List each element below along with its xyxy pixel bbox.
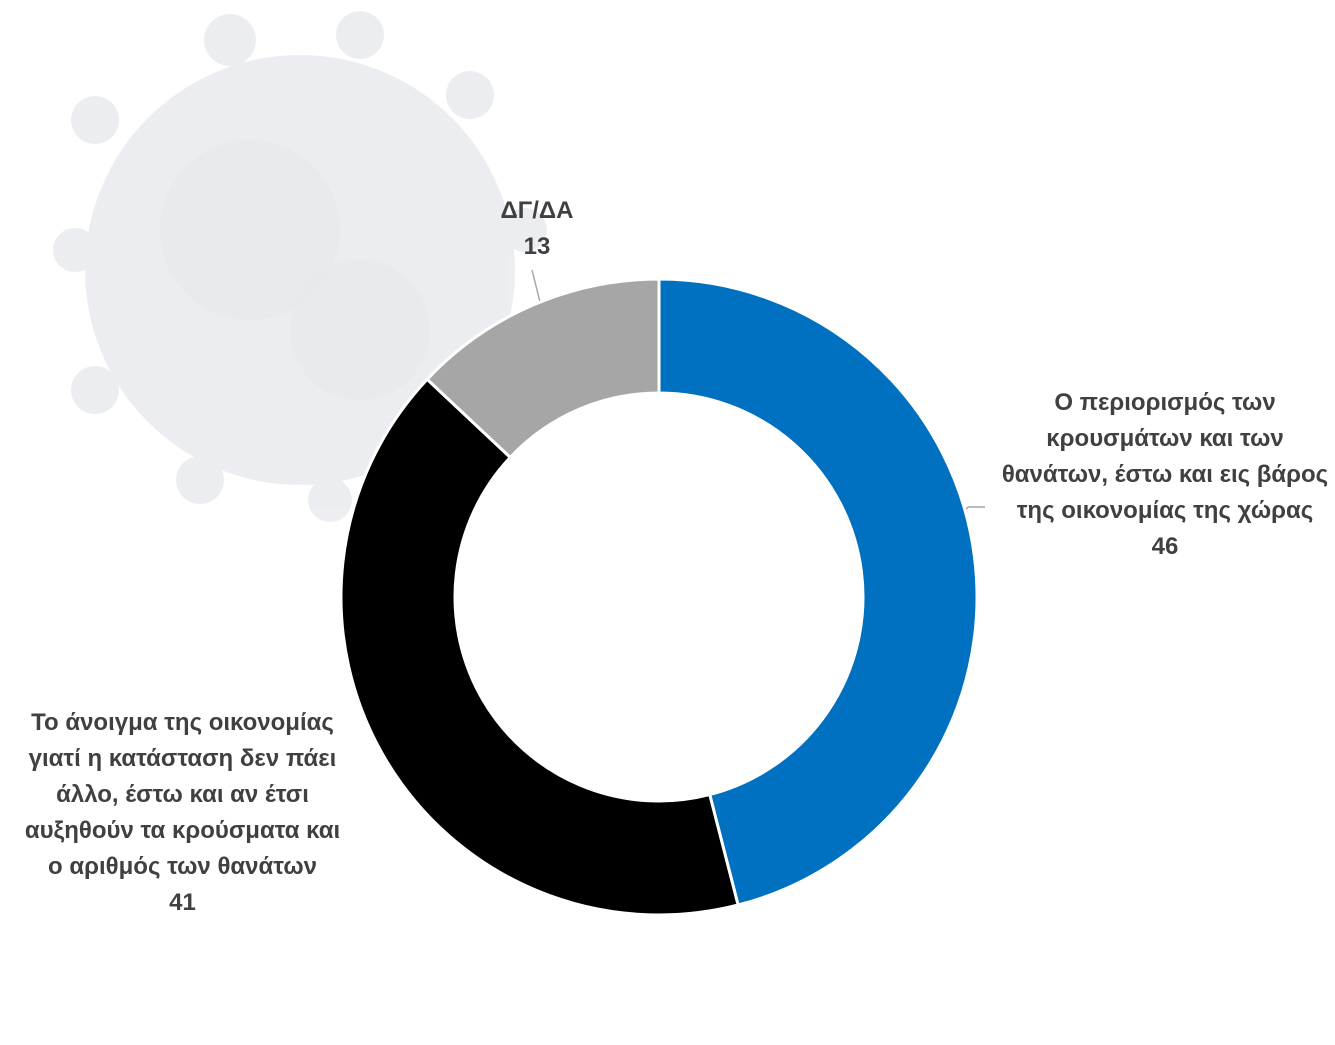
slice-label: Το άνοιγμα της οικονομίας γιατί η κατάστ…: [5, 705, 360, 921]
donut-slice: [425, 277, 661, 460]
value-label: 46: [1151, 533, 1179, 560]
category-label: Ο περιορισμός των κρουσμάτων και των θαν…: [1001, 389, 1329, 524]
donut-slice: [657, 277, 979, 907]
slice-label: Ο περιορισμός των κρουσμάτων και των θαν…: [995, 385, 1335, 565]
background-virus: [53, 11, 547, 522]
leader-line: [531, 269, 541, 303]
category-label: Το άνοιγμα της οικονομίας γιατί η κατάστ…: [24, 709, 341, 880]
category-label: ΔΓ/ΔΑ: [500, 197, 574, 224]
value-label: 13: [523, 233, 551, 260]
slice-label: ΔΓ/ΔΑ 13: [457, 193, 617, 265]
donut-slice: [339, 377, 740, 917]
value-label: 41: [169, 889, 196, 916]
